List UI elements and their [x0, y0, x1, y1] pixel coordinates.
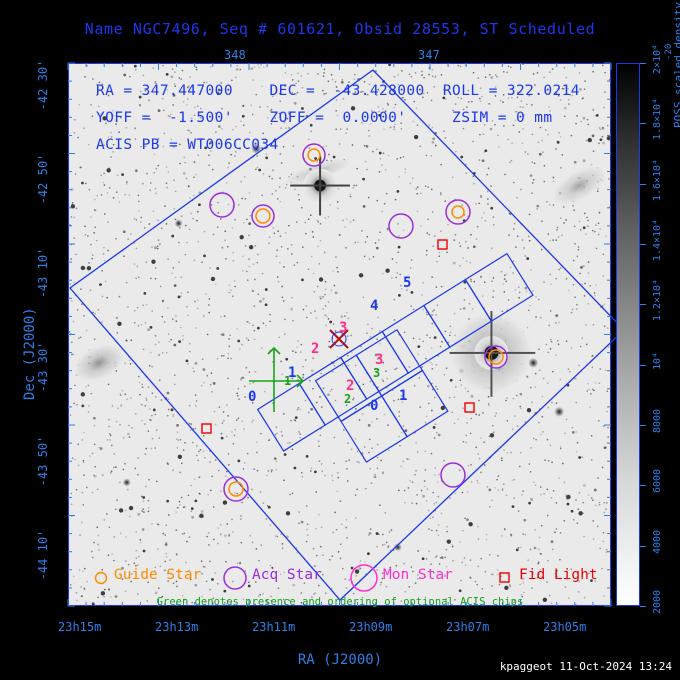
- ra-tick-label: 23h15m: [58, 620, 102, 634]
- colorbar-tick: [640, 425, 646, 426]
- right-axis-label: -20: [664, 43, 674, 60]
- colorbar-tick-label: 8000: [652, 408, 663, 434]
- top-axis-label-348: 348: [224, 48, 246, 62]
- dec-tick-label: -43 50': [36, 435, 50, 487]
- ra-tick-label: 23h13m: [155, 620, 199, 634]
- dec-tick-label: -42 30': [36, 59, 50, 111]
- ra-axis-title: RA (J2000): [297, 652, 383, 668]
- legend-guide-star: Guide Star: [114, 567, 202, 583]
- colorbar-title: POSS scaled density: [672, 2, 680, 128]
- colorbar-tick: [640, 304, 646, 306]
- footer-stamp: kpaggeot 11-Oct-2024 13:24: [499, 660, 672, 673]
- acis-i-chip-2: 2: [346, 378, 355, 394]
- colorbar-tick-label: 1.2×10⁴: [652, 279, 663, 322]
- colorbar-tick: [640, 123, 646, 125]
- acis-s-chip-0: 0: [248, 389, 257, 405]
- param-line-coords: RA = 347.447000 DEC = -43.428000 ROLL = …: [96, 83, 580, 99]
- colorbar-tick-label: 1.6×10⁴: [652, 158, 663, 201]
- dec-tick-label: -43 30': [36, 341, 50, 393]
- acis-i-chip-3-order: 3: [373, 366, 381, 380]
- param-line-offsets: YOFF = -1.500' ZOFF = 0.0000' ZSIM = 0 m…: [96, 110, 553, 126]
- colorbar-tick: [640, 485, 646, 487]
- ra-tick-label: 23h09m: [349, 620, 393, 634]
- ra-tick-label: 23h07m: [446, 620, 490, 634]
- legend-fid-light: Fid Light: [519, 567, 598, 583]
- acis-s-chip-1-order: 1: [284, 374, 292, 388]
- acis-chip-note: Green denotes presence and ordering of o…: [156, 596, 524, 608]
- acis-i-chip-0: 0: [370, 398, 379, 414]
- colorbar-tick: [640, 183, 646, 185]
- acis-i-chip-3: 3: [375, 352, 384, 368]
- colorbar-tick: [640, 545, 646, 547]
- colorbar-tick-label: 10⁴: [652, 351, 663, 370]
- dec-tick-label: -44 10': [36, 529, 50, 581]
- ra-tick-label: 23h05m: [543, 620, 587, 634]
- acis-i-chip-1: 1: [399, 388, 408, 404]
- legend-mon-star: Mon Star: [383, 567, 453, 583]
- top-axis-label-347: 347: [418, 48, 440, 62]
- acis-s-chip-1: 1: [288, 365, 297, 381]
- colorbar-tick: [640, 606, 646, 607]
- page-title: Name NGC7496, Seq # 601621, Obsid 28553,…: [84, 20, 596, 38]
- legend-acq-star: Acq Star: [252, 567, 322, 583]
- colorbar-tick-label: 2×10⁴: [652, 43, 663, 75]
- acis-s-chip-4: 4: [370, 298, 379, 314]
- colorbar-tick-label: 1.4×10⁴: [652, 218, 663, 262]
- ra-tick-label: 23h11m: [252, 620, 296, 634]
- colorbar-tick-label: 6000: [652, 469, 663, 494]
- colorbar-tick-label: 1.8×10⁴: [652, 98, 663, 141]
- colorbar-tick: [640, 63, 646, 64]
- acis-s-chip-5: 5: [403, 275, 412, 291]
- colorbar-tick: [640, 244, 646, 245]
- colorbar-tick-label: 4000: [652, 529, 663, 554]
- acis-s-chip-2: 2: [311, 341, 320, 357]
- dec-tick-label: -43 10': [36, 247, 50, 299]
- acis-s-chip-3: 3: [339, 320, 348, 336]
- param-line-acis-pb: ACIS PB = WT006CC034: [96, 137, 279, 153]
- dec-axis-title: Dec (J2000): [22, 307, 38, 400]
- colorbar-tick: [640, 364, 646, 366]
- dec-tick-label: -42 50': [36, 153, 50, 205]
- colorbar: [616, 63, 640, 606]
- acis-i-chip-2-order: 2: [344, 392, 352, 406]
